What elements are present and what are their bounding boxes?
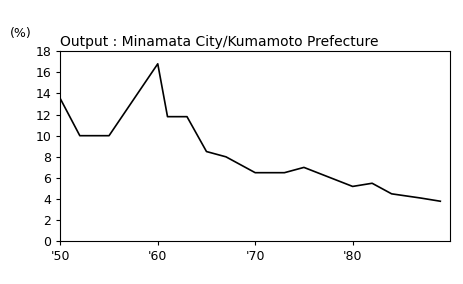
Text: (%): (%) <box>10 27 31 40</box>
Text: Output : Minamata City∕Kumamoto Prefecture: Output : Minamata City∕Kumamoto Prefectu… <box>60 35 378 49</box>
